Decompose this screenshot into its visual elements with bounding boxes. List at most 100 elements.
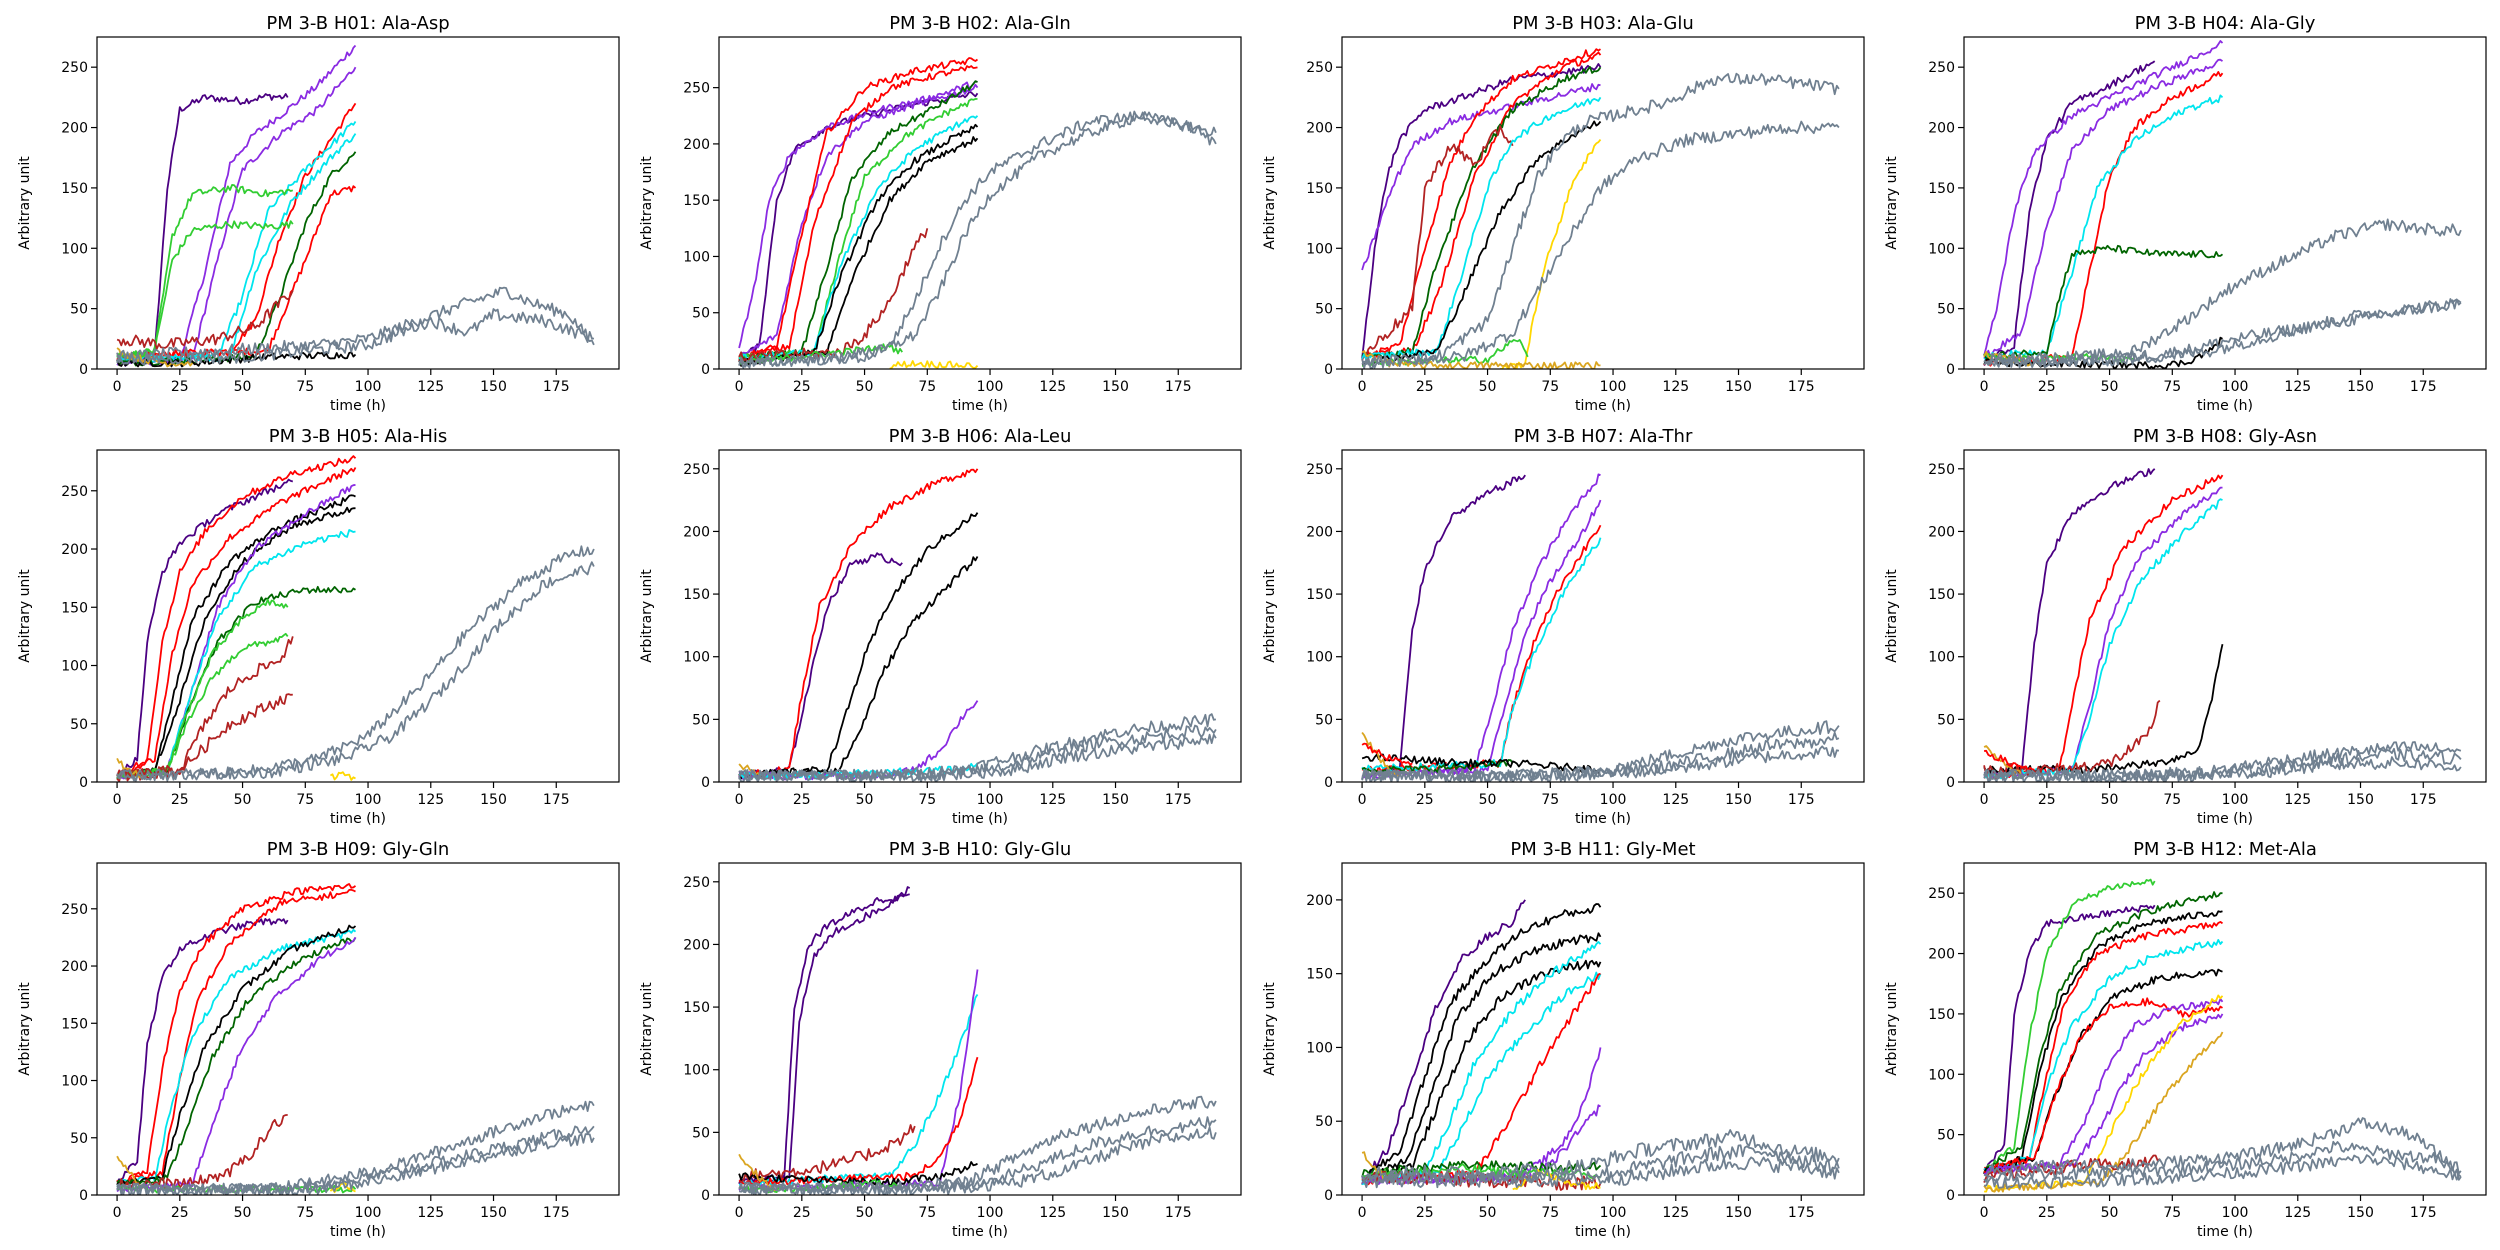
x-tick-label: 50 xyxy=(856,379,874,395)
x-tick-label: 75 xyxy=(1541,1205,1559,1221)
y-tick-label: 50 xyxy=(692,306,710,322)
y-axis-label: Arbitrary unit xyxy=(17,982,33,1076)
series-line xyxy=(1984,749,2035,772)
y-axis-label: Arbitrary unit xyxy=(639,156,655,250)
x-tick-label: 50 xyxy=(2101,1205,2119,1221)
series-line xyxy=(1361,96,1602,362)
x-tick-label: 175 xyxy=(1788,1205,1815,1221)
series-line xyxy=(116,1100,595,1195)
x-tick-label: 125 xyxy=(417,379,444,395)
series-line xyxy=(738,1126,1217,1195)
x-tick-label: 150 xyxy=(480,1205,507,1221)
y-tick-label: 0 xyxy=(1946,362,1955,378)
x-tick-label: 175 xyxy=(1788,792,1815,808)
series-line xyxy=(1983,910,2223,1174)
series-line xyxy=(1984,939,2224,1173)
y-tick-label: 200 xyxy=(1928,947,1955,963)
subplot-title: PM 3-B H02: Ala-Gln xyxy=(889,13,1071,34)
y-tick-label: 50 xyxy=(1315,712,1333,728)
series-line xyxy=(1983,699,2161,777)
subplot-title: PM 3-B H06: Ala-Leu xyxy=(889,426,1072,447)
subplot: 0 25 50 75 100 125 150 175 0 50 100 150 200 250 PM 3-B… xyxy=(639,13,1242,414)
series-line xyxy=(1361,971,1602,1185)
x-tick-label: 125 xyxy=(1039,792,1066,808)
series-line xyxy=(116,286,595,364)
x-tick-label: 175 xyxy=(543,379,570,395)
x-tick-label: 50 xyxy=(1479,792,1497,808)
series-line xyxy=(1983,298,2462,369)
x-tick-label: 25 xyxy=(1416,379,1434,395)
plot-frame xyxy=(96,862,620,1196)
y-tick-label: 250 xyxy=(1306,462,1333,478)
series-group xyxy=(1361,473,1840,782)
x-tick-label: 100 xyxy=(355,1205,382,1221)
x-tick-label: 175 xyxy=(2410,792,2437,808)
plot-frame xyxy=(1341,36,1865,370)
series-line xyxy=(738,969,979,1193)
series-line xyxy=(116,883,357,1187)
x-tick-label: 125 xyxy=(1039,1205,1066,1221)
series-line xyxy=(1361,932,1602,1185)
series-line xyxy=(1983,756,2462,782)
series-line xyxy=(1983,904,2156,1172)
x-tick-label: 0 xyxy=(1980,1205,1989,1221)
y-axis-label: Arbitrary unit xyxy=(1884,569,1900,663)
x-axis-label: time (h) xyxy=(2197,398,2253,414)
series-line xyxy=(738,115,979,362)
y-tick-label: 100 xyxy=(683,249,710,265)
y-tick-label: 50 xyxy=(70,717,88,733)
x-tick-label: 150 xyxy=(1725,792,1752,808)
x-tick-label: 75 xyxy=(2163,792,2181,808)
subplot-title: PM 3-B H09: Gly-Gln xyxy=(267,839,450,860)
y-tick-label: 0 xyxy=(1946,1188,1955,1204)
series-line xyxy=(1361,83,1601,271)
y-tick-label: 250 xyxy=(61,902,88,918)
y-tick-label: 250 xyxy=(1928,60,1955,76)
y-tick-label: 250 xyxy=(683,81,710,97)
series-group xyxy=(1983,468,2462,782)
y-tick-label: 100 xyxy=(61,1074,88,1090)
x-tick-label: 75 xyxy=(296,1205,314,1221)
x-axis-label: time (h) xyxy=(1575,811,1631,827)
y-axis-label: Arbitrary unit xyxy=(1262,156,1278,250)
x-tick-label: 25 xyxy=(1416,1205,1434,1221)
series-group xyxy=(116,455,595,782)
series-line xyxy=(116,693,293,782)
series-line xyxy=(116,467,357,777)
y-axis-label: Arbitrary unit xyxy=(1262,569,1278,663)
y-tick-label: 100 xyxy=(683,650,710,666)
series-line xyxy=(1361,66,1602,359)
y-tick-label: 200 xyxy=(61,542,88,558)
series-line xyxy=(116,924,357,1187)
x-tick-label: 125 xyxy=(1662,379,1689,395)
subplot-title: PM 3-B H10: Gly-Glu xyxy=(889,839,1072,860)
series-line xyxy=(116,66,357,366)
y-axis-label: Arbitrary unit xyxy=(1884,156,1900,250)
y-tick-label: 200 xyxy=(683,937,710,953)
x-tick-label: 50 xyxy=(234,1205,252,1221)
x-tick-label: 50 xyxy=(2101,379,2119,395)
y-tick-label: 100 xyxy=(1928,1067,1955,1083)
series-line xyxy=(739,468,979,779)
x-tick-label: 125 xyxy=(1662,792,1689,808)
y-tick-label: 0 xyxy=(79,1188,88,1204)
y-tick-label: 100 xyxy=(1306,650,1333,666)
series-line xyxy=(116,494,356,779)
series-line xyxy=(738,65,978,361)
x-tick-label: 100 xyxy=(977,379,1004,395)
series-line xyxy=(1361,1151,1388,1181)
x-tick-label: 150 xyxy=(1102,1205,1129,1221)
subplot: 0 25 50 75 100 125 150 175 0 50 100 150 200 250 PM 3-B… xyxy=(17,13,620,414)
x-tick-label: 100 xyxy=(2222,379,2249,395)
series-line xyxy=(116,478,294,779)
plot-frame xyxy=(1341,449,1865,783)
series-line xyxy=(116,545,595,782)
series-line xyxy=(738,512,979,780)
y-axis-label: Arbitrary unit xyxy=(639,569,655,663)
x-tick-label: 150 xyxy=(480,379,507,395)
x-tick-label: 150 xyxy=(1102,792,1129,808)
x-tick-label: 175 xyxy=(2410,379,2437,395)
series-group xyxy=(738,57,1217,369)
series-line xyxy=(738,556,979,779)
y-tick-label: 200 xyxy=(683,524,710,540)
